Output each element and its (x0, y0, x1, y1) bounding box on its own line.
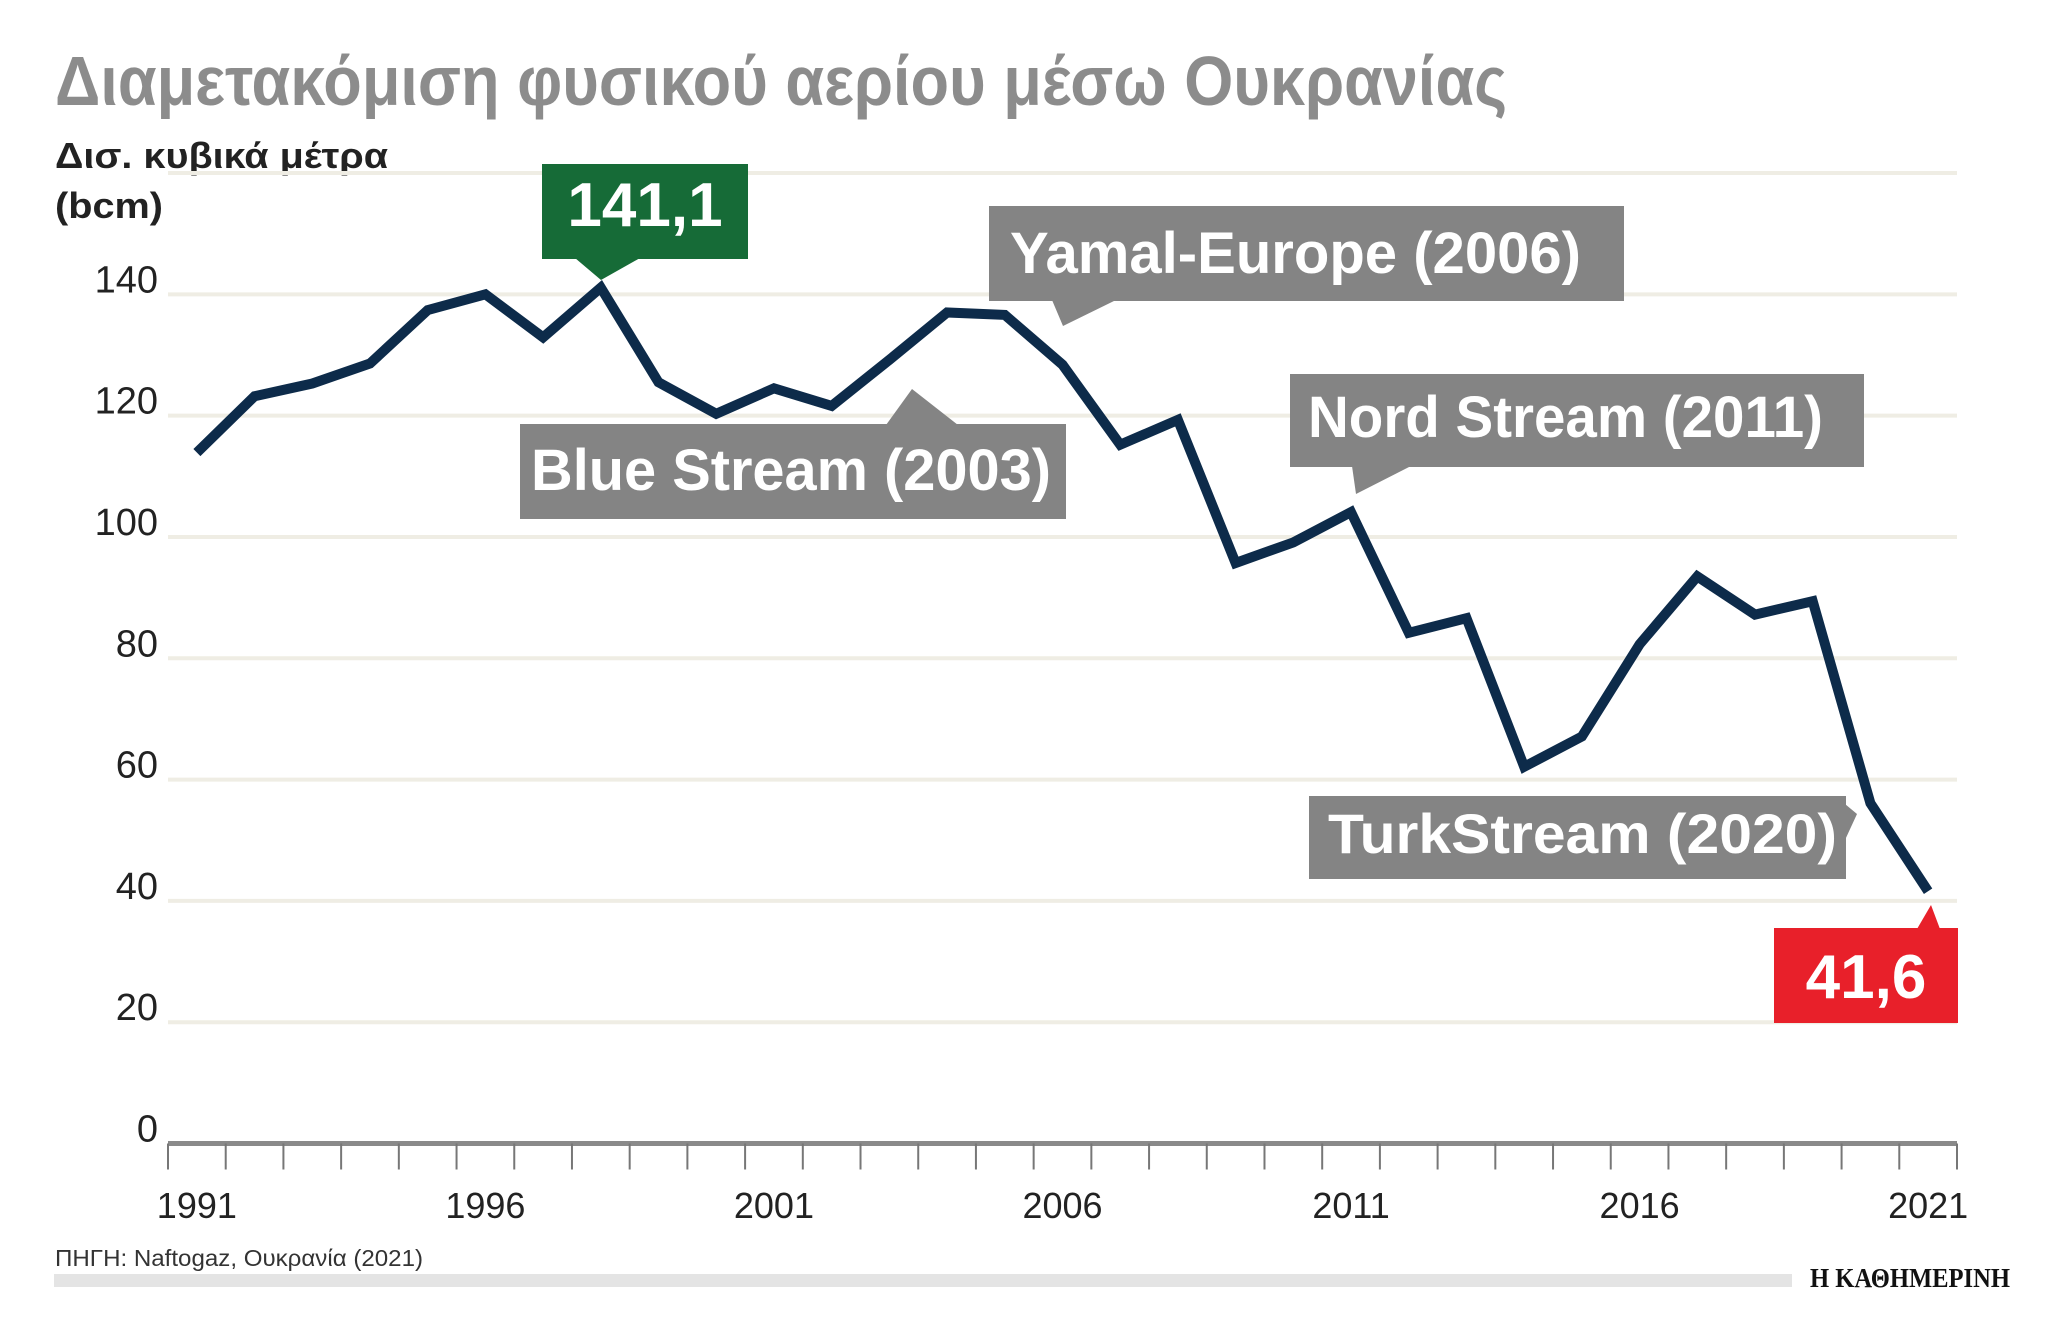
x-tick-label: 1991 (157, 1185, 237, 1226)
min-callout: 41,6 (1774, 905, 1958, 1023)
x-tick-label: 2001 (734, 1185, 814, 1226)
nord-stream-callout-pointer (1352, 466, 1411, 494)
min-callout-box (1774, 928, 1958, 1023)
y-tick-label: 80 (116, 623, 158, 665)
x-tick-label: 2006 (1022, 1185, 1102, 1226)
x-tick-labels: 1991 1996 2001 2006 2011 2016 2021 (157, 1185, 1968, 1226)
y-tick-label: 140 (95, 259, 158, 301)
yamal-label: Yamal-Europe (2006) (1010, 221, 1581, 286)
footer-bar (54, 1274, 1792, 1287)
min-callout-pointer (1917, 905, 1940, 929)
yamal-callout-box (989, 206, 1624, 301)
yamal-callout: Yamal-Europe (2006) (989, 206, 1624, 326)
x-axis (167, 1141, 1958, 1170)
chart-title: Διαμετακόμιση φυσικού αερίου μέσω Ουκραν… (55, 42, 1507, 120)
nord-stream-callout-box (1290, 374, 1864, 467)
y-axis-unit: (bcm) (55, 185, 163, 226)
blue-stream-callout-pointer (886, 389, 958, 425)
source-note: ΠΗΓΗ: Naftogaz, Ουκρανία (2021) (55, 1245, 423, 1271)
nord-stream-callout: Nord Stream (2011) (1290, 374, 1864, 494)
yamal-callout-pointer (1052, 300, 1116, 326)
turkstream-callout: TurkStream (2020) (1309, 796, 1857, 879)
max-callout: 141,1 (542, 164, 748, 280)
x-tick-label: 2021 (1888, 1185, 1968, 1226)
gridlines (168, 171, 1957, 1025)
max-value-label: 141,1 (567, 171, 722, 240)
y-tick-label: 0 (137, 1109, 158, 1151)
min-value-label: 41,6 (1806, 943, 1927, 1012)
y-tick-labels: 0 20 40 60 80 100 120 140 (95, 259, 158, 1150)
y-axis-label: Δισ. κυβικά μέτρα (55, 135, 388, 176)
publisher-logo: Η ΚΑΘΗΜΕΡΙΝΗ (1810, 1263, 2010, 1293)
series-line (193, 279, 1933, 894)
nord-stream-label: Nord Stream (2011) (1308, 385, 1823, 450)
y-tick-label: 120 (95, 381, 158, 423)
turkstream-callout-pointer (1845, 804, 1857, 840)
max-callout-box (542, 164, 748, 259)
y-tick-label: 60 (116, 745, 158, 787)
x-tick-label: 2011 (1312, 1185, 1389, 1226)
max-callout-pointer (575, 258, 640, 280)
turkstream-callout-box (1309, 796, 1846, 879)
blue-stream-label: Blue Stream (2003) (531, 438, 1051, 503)
y-tick-label: 40 (116, 866, 158, 908)
x-tick-label: 2016 (1600, 1185, 1680, 1226)
turkstream-label: TurkStream (2020) (1328, 802, 1837, 865)
blue-stream-callout-box (520, 424, 1066, 519)
blue-stream-callout: Blue Stream (2003) (520, 389, 1066, 519)
y-tick-label: 20 (116, 987, 158, 1029)
x-tick-label: 1996 (445, 1185, 525, 1226)
y-tick-label: 100 (95, 502, 158, 544)
